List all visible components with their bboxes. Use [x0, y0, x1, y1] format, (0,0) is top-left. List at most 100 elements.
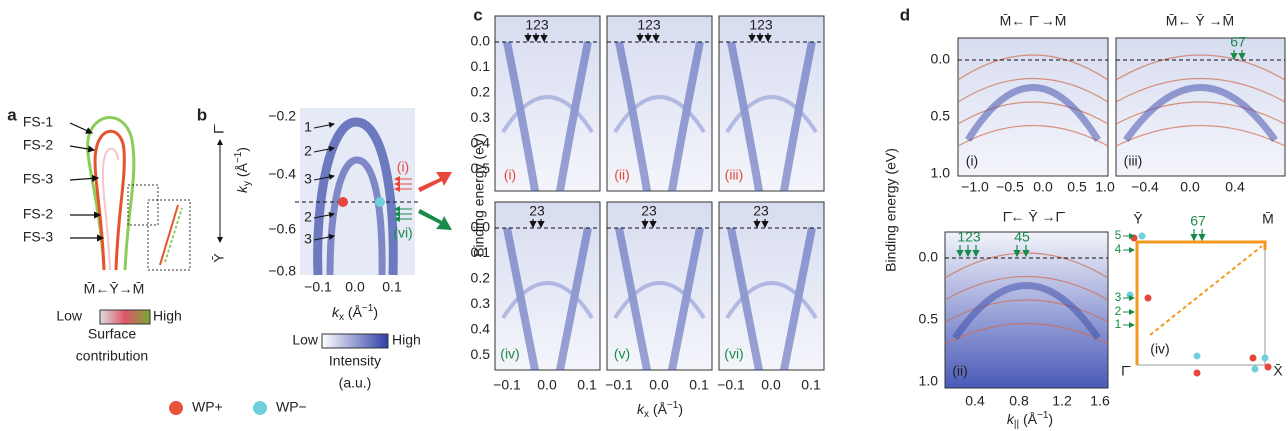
band — [952, 282, 1101, 340]
axis-label: ky (Å−1) — [233, 147, 253, 193]
y-tick-label: 0.4 — [471, 321, 491, 337]
arpes-cut — [718, 201, 825, 371]
band — [725, 281, 818, 320]
x-tick-label: 1.6 — [1090, 393, 1110, 409]
band-number: 1 — [1115, 317, 1122, 331]
band-number: 3 — [304, 171, 312, 187]
x-tick-label: 0.5 — [1067, 179, 1087, 195]
surface-colorbar — [99, 309, 151, 325]
x-tick-label: −0.1 — [304, 279, 332, 295]
fs-label: FS-2 — [23, 137, 54, 153]
band — [501, 281, 594, 320]
intensity-colorbar — [321, 333, 389, 349]
arpes-cut — [718, 15, 825, 192]
band — [965, 84, 1101, 142]
arpes-map-b — [217, 108, 452, 276]
wp-plus-dot — [169, 401, 183, 415]
fermi-surface-sketch — [86, 116, 191, 271]
band-markers: 67 — [1190, 213, 1206, 229]
axis-label-part: || — [1014, 419, 1019, 430]
axis-label: M̄←Ȳ→M̄ — [84, 281, 145, 297]
x-tick-label: −0.1 — [717, 377, 745, 393]
cut-image — [718, 15, 825, 192]
x-tick-label: 1.0 — [1095, 179, 1115, 195]
y-tick-label: 0.0 — [471, 33, 491, 49]
calc-band — [957, 54, 1109, 81]
weyl-point — [1264, 363, 1272, 371]
y-tick-label: 0.5 — [919, 311, 939, 327]
axis-label-part: k — [637, 401, 645, 417]
band — [501, 95, 594, 134]
x-tick-label: 0.4 — [965, 393, 985, 409]
axis-label-part: k — [332, 304, 340, 320]
arrow — [313, 212, 335, 219]
legend-item: WP+ — [192, 399, 223, 415]
subpanel-label: (iv) — [1150, 341, 1169, 357]
y-tick-label: 0.5 — [471, 346, 491, 362]
band-number: 2 — [304, 209, 312, 225]
fs-label: FS-1 — [23, 114, 54, 130]
calc-band — [1115, 124, 1286, 147]
band-markers: 123 — [957, 229, 981, 245]
band-markers: 23 — [641, 203, 657, 219]
x-tick-label: −0.1 — [493, 377, 521, 393]
band-number: 2 — [1115, 304, 1122, 318]
x-tick-label: 0.0 — [761, 377, 781, 393]
panel-header: M̄← Ȳ →M̄ — [1166, 13, 1234, 29]
calc-band — [944, 275, 1109, 301]
band-number: 5 — [1115, 228, 1122, 242]
axis-label-part: (Å — [344, 304, 363, 320]
axis-label: kx (Å−1) — [332, 303, 378, 323]
y-tick-label: 0.4 — [471, 135, 491, 151]
y-tick-label: 0.1 — [471, 244, 491, 260]
legend-item: WP− — [276, 399, 307, 415]
calc-band — [1115, 101, 1286, 125]
panel-header: Γ̄← Ȳ →Γ̄ — [1003, 209, 1066, 225]
bz-edge — [1135, 240, 1267, 365]
legend-caption: Intensity — [329, 353, 381, 369]
cut-image — [1115, 37, 1286, 177]
cut-label: (i) — [397, 159, 409, 175]
x-tick-label: 0.0 — [537, 377, 557, 393]
calc-band — [957, 101, 1109, 125]
axis-end-label: Γ̄ — [211, 124, 227, 134]
axis-label-part: −1 — [667, 400, 679, 411]
x-tick-label: 0.0 — [649, 377, 669, 393]
x-tick-label: 0.1 — [577, 377, 597, 393]
cut-image — [494, 15, 601, 192]
axis-label-part: −1 — [1037, 410, 1049, 421]
y-tick-label: 0.1 — [471, 58, 491, 74]
band-number: 2 — [304, 143, 312, 159]
x-tick-label: 1.2 — [1052, 393, 1072, 409]
axis-label-part: (Å — [234, 162, 250, 181]
arrow — [313, 122, 335, 129]
subpanel-label: (i) — [504, 167, 516, 183]
axis-label-part: (Å — [1019, 411, 1038, 427]
x-tick-label: −0.5 — [996, 179, 1024, 195]
cut-image — [494, 201, 601, 371]
axis-label-part: x — [644, 409, 649, 420]
subpanel-label: (ii) — [614, 167, 630, 183]
axis-label-part: y — [242, 181, 253, 186]
axis-label-part: k — [1007, 411, 1015, 427]
bz-path — [1149, 245, 1263, 336]
weyl-point — [1144, 294, 1152, 302]
panel-header: M̄← Γ̄ →M̄ — [1000, 13, 1067, 29]
x-tick-label: −0.1 — [605, 377, 633, 393]
axis-label-part: x — [339, 312, 344, 323]
cut-arrows — [394, 176, 412, 222]
axis-label-part: (Å — [649, 401, 668, 417]
panel-label: b — [197, 105, 207, 124]
arpes-cut — [1115, 37, 1286, 177]
axis-label: k|| (Å−1) — [1007, 410, 1053, 430]
calc-band — [944, 299, 1109, 323]
cut-image — [718, 201, 825, 371]
calc-band — [1115, 77, 1286, 103]
weyl-point — [1251, 365, 1259, 373]
axis-label-part: k — [234, 185, 250, 193]
fs-label: FS-3 — [23, 229, 54, 245]
band-markers: 45 — [1014, 229, 1030, 245]
axis-label-part: ) — [678, 401, 683, 417]
band — [1123, 84, 1278, 143]
fs-label: FS-3 — [23, 171, 54, 187]
